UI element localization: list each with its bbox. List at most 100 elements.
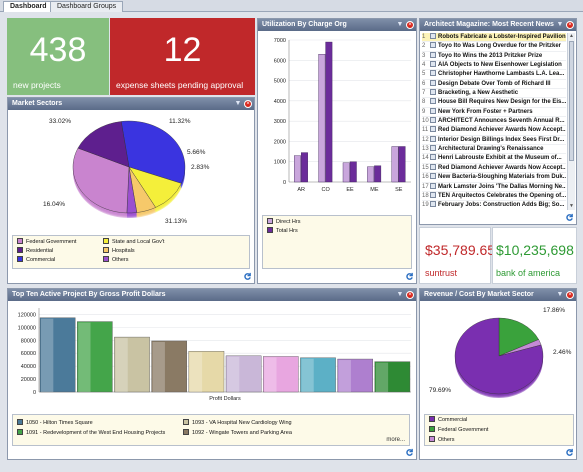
legend-label: Others (438, 437, 455, 443)
news-item[interactable]: 14 Henri Labrouste Exhibit at the Museum … (422, 154, 566, 164)
news-item[interactable]: 10 ARCHITECT Announces Seventh Annual R..… (422, 117, 566, 127)
x-tick-label: EE (346, 187, 354, 193)
rss-icon (430, 51, 436, 58)
news-scrollbar[interactable]: ▲ ▼ (567, 33, 575, 210)
rss-icon (430, 117, 436, 124)
stock-tile-bank-of-america[interactable]: $10,235,698 bank of america (492, 227, 577, 284)
bar (39, 317, 76, 393)
chevron-down-icon[interactable]: ▼ (556, 21, 564, 28)
legend-federal-government: Federal Government (429, 426, 488, 434)
news-headline: AIA Objects to New Eisenhower Legislatio… (438, 62, 562, 69)
legend-swatch (103, 238, 109, 244)
news-item[interactable]: 15 Red Diamond Achiever Awards Now Accept… (422, 163, 566, 174)
legend-direct-hrs: Direct Hrs (267, 218, 300, 226)
news-index: 12 (422, 136, 429, 143)
legend-label: Direct Hrs (276, 219, 301, 225)
legend-state-local: State and Local Gov't (103, 238, 164, 246)
stock-tile-suntrust[interactable]: $35,789.65 suntrust (419, 227, 495, 284)
rss-icon (430, 61, 436, 68)
more-link[interactable]: more... (386, 437, 405, 443)
news-item[interactable]: 4 AIA Objects to New Eisenhower Legislati… (422, 61, 566, 71)
bar-highlight (152, 341, 165, 392)
news-item[interactable]: 17 Mark Lamster Joins 'The Dallas Morning… (422, 182, 566, 192)
chevron-down-icon[interactable]: ▼ (234, 100, 242, 107)
legend-swatch (103, 247, 109, 253)
news-item[interactable]: 12 Interior Design Billings Index Sees Fi… (422, 135, 566, 146)
news-item[interactable]: 16 New Bacteria-Sloughing Materials from … (422, 173, 566, 183)
chevron-down-icon[interactable]: ▼ (396, 291, 404, 298)
news-item[interactable]: 18 TEN Arquitectos Celebrates the Opening… (422, 191, 566, 202)
bar-highlight (338, 360, 351, 392)
legend-1091: 1091 - Redevelopment of the West End Hou… (17, 429, 165, 437)
news-headline: Red Diamond Achiever Awards Now Accept..… (438, 164, 566, 171)
refresh-icon[interactable] (405, 272, 414, 281)
chevron-down-icon[interactable]: ▼ (556, 291, 564, 298)
legend-others: Others (103, 256, 129, 264)
kpi-new-projects[interactable]: 438 new projects (7, 18, 109, 95)
tab-dashboard-groups[interactable]: Dashboard Groups (50, 1, 124, 12)
chevron-down-icon[interactable]: ▼ (396, 21, 404, 28)
bar-total-hrs (349, 161, 357, 183)
kpi-expense-sheets[interactable]: 12 expense sheets pending approval (110, 18, 255, 95)
rss-icon (430, 79, 436, 86)
pie-slice (77, 121, 130, 168)
kpi-expense-value: 12 (163, 31, 202, 69)
bar (262, 356, 299, 393)
bar-highlight (78, 322, 91, 392)
news-item[interactable]: 1 Robots Fabricate a Lobster-Inspired Pav… (422, 33, 566, 43)
panel-title: Revenue / Cost By Market Sector (420, 289, 576, 301)
pie-label: 31.13% (165, 218, 187, 225)
rss-icon (430, 135, 436, 142)
pie-label: 17.86% (543, 307, 565, 314)
news-index: 15 (422, 164, 429, 171)
news-headline: Design Debate Over Tomb of Richard III (438, 80, 551, 87)
news-item[interactable]: 13 Architectural Drawing's Renaissance (422, 145, 566, 155)
legend-label: 1093 - VA Hospital New Cardiology Wing (192, 420, 292, 426)
kpi-new-projects-label: new projects (13, 80, 61, 90)
close-icon[interactable]: × (244, 100, 252, 108)
news-item[interactable]: 11 Red Diamond Achiever Awards Now Accept… (422, 126, 566, 136)
scrollbar-thumb[interactable] (569, 41, 574, 161)
rss-icon (430, 145, 436, 152)
news-item[interactable]: 8 House Bill Requires New Design for the … (422, 98, 566, 108)
rss-icon (430, 201, 436, 208)
legend-swatch (17, 419, 23, 425)
news-headline: Architectural Drawing's Renaissance (438, 146, 544, 153)
tab-dashboard[interactable]: Dashboard (3, 1, 54, 12)
news-item[interactable]: 2 Toyo Ito Was Long Overdue for the Pritz… (422, 42, 566, 52)
news-item[interactable]: 6 Design Debate Over Tomb of Richard III (422, 79, 566, 90)
close-icon[interactable]: × (406, 291, 414, 299)
news-index: 17 (422, 183, 429, 190)
news-headline: New York From Foster + Partners (438, 108, 533, 115)
x-axis-label: Profit Dollars (209, 396, 241, 402)
pie-slice (72, 147, 130, 214)
revenue-legend: Commercial Federal Government Others (424, 414, 574, 446)
refresh-icon[interactable] (565, 448, 574, 457)
refresh-icon[interactable] (405, 448, 414, 457)
close-icon[interactable]: × (566, 291, 574, 299)
refresh-icon[interactable] (565, 213, 574, 222)
bar (374, 361, 411, 393)
legend-label: Federal Government (438, 427, 489, 433)
news-item[interactable]: 3 Toyo Ito Wins the 2013 Pritzker Prize (422, 51, 566, 62)
scroll-down-icon[interactable]: ▼ (569, 203, 574, 209)
close-icon[interactable]: × (566, 21, 574, 29)
news-item[interactable]: 5 Christopher Hawthorne Lambasts L.A. Lea… (422, 70, 566, 80)
refresh-icon[interactable] (243, 272, 252, 281)
scroll-up-icon[interactable]: ▲ (569, 33, 574, 39)
close-icon[interactable]: × (406, 21, 414, 29)
news-item[interactable]: 19 February Jobs: Construction Adds Big; … (422, 201, 566, 210)
utilization-panel: Utilization By Charge Org ▼ × 0 1000 2000 3… (257, 18, 417, 284)
legend-label: 1050 - Hilton Times Square (26, 420, 93, 426)
news-headline: Mark Lamster Joins 'The Dallas Morning N… (438, 183, 566, 190)
news-item[interactable]: 9 New York From Foster + Partners (422, 107, 566, 118)
stock-name: suntrust (425, 268, 458, 278)
bar-highlight (41, 318, 54, 392)
news-item[interactable]: 7 Bracketing, a New Aesthetic (422, 89, 566, 99)
news-index: 5 (422, 71, 426, 78)
legend-label: Commercial (438, 417, 468, 423)
bar-highlight (115, 338, 128, 392)
news-list: 1 Robots Fabricate a Lobster-Inspired Pav… (422, 33, 566, 210)
legend-label: Residential (26, 248, 54, 254)
pie-label: 16.04% (43, 201, 65, 208)
